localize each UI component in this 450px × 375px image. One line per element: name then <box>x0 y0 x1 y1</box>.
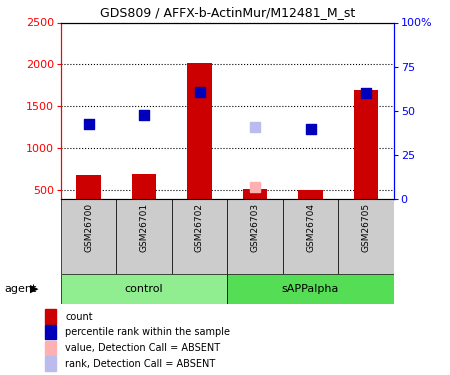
Text: rank, Detection Call = ABSENT: rank, Detection Call = ABSENT <box>65 358 216 369</box>
Bar <box>283 199 338 274</box>
Text: GSM26702: GSM26702 <box>195 202 204 252</box>
Bar <box>338 199 394 274</box>
Point <box>85 121 92 127</box>
Bar <box>45 357 56 371</box>
Bar <box>243 189 267 199</box>
Point <box>307 126 314 132</box>
Bar <box>354 90 378 199</box>
Point <box>252 124 259 130</box>
Text: agent: agent <box>4 284 37 294</box>
Text: sAPPalpha: sAPPalpha <box>282 284 339 294</box>
Bar <box>131 174 157 199</box>
Text: GSM26700: GSM26700 <box>84 202 93 252</box>
Bar <box>298 189 323 199</box>
Bar <box>227 274 394 304</box>
Bar <box>76 175 101 199</box>
Point <box>252 184 259 190</box>
Text: ▶: ▶ <box>30 284 38 294</box>
Point <box>362 90 369 96</box>
Title: GDS809 / AFFX-b-ActinMur/M12481_M_st: GDS809 / AFFX-b-ActinMur/M12481_M_st <box>99 6 355 18</box>
Bar <box>227 199 283 274</box>
Bar <box>45 309 56 324</box>
Text: GSM26703: GSM26703 <box>251 202 260 252</box>
Bar <box>45 325 56 339</box>
Text: GSM26701: GSM26701 <box>140 202 148 252</box>
Bar <box>187 63 212 199</box>
Text: count: count <box>65 312 93 322</box>
Text: GSM26704: GSM26704 <box>306 202 315 252</box>
Point <box>196 89 203 95</box>
Text: percentile rank within the sample: percentile rank within the sample <box>65 327 230 337</box>
Bar <box>61 274 227 304</box>
Bar <box>45 341 56 355</box>
Point <box>140 112 148 118</box>
Text: value, Detection Call = ABSENT: value, Detection Call = ABSENT <box>65 343 220 353</box>
Text: GSM26705: GSM26705 <box>361 202 370 252</box>
Bar <box>61 199 116 274</box>
Text: control: control <box>125 284 163 294</box>
Bar <box>116 199 172 274</box>
Bar <box>172 199 227 274</box>
